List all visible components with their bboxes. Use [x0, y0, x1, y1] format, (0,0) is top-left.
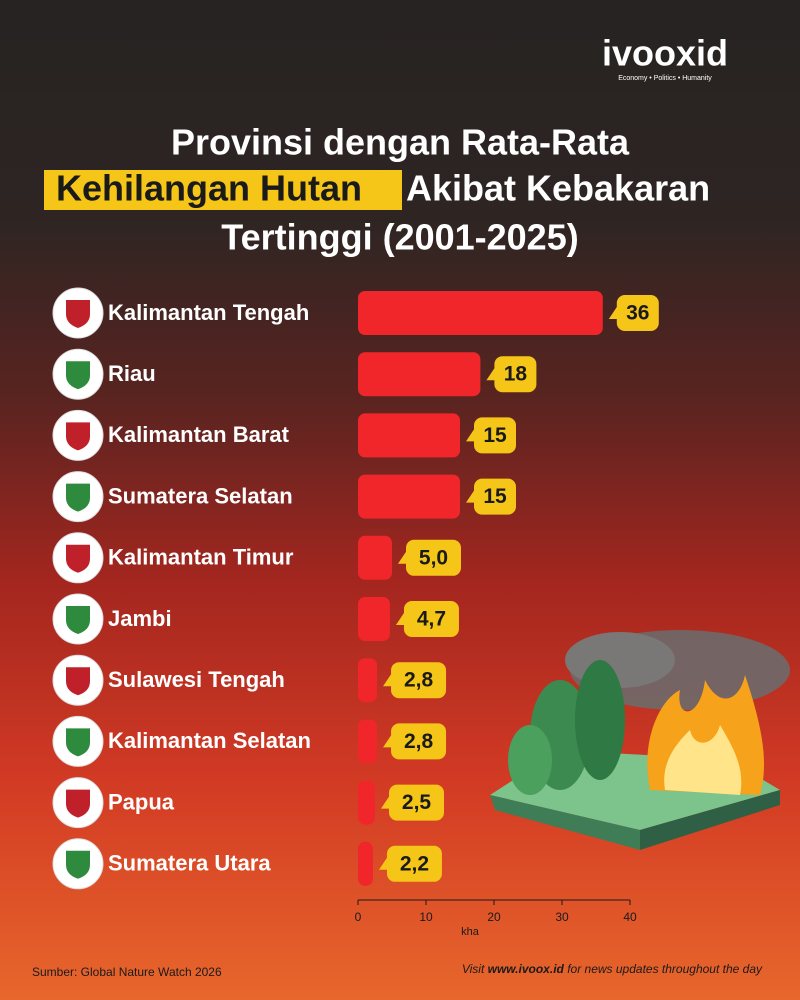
title-highlight [44, 170, 402, 210]
bar [358, 597, 390, 641]
value-badge [474, 417, 516, 454]
category-label: Kalimantan Selatan [108, 728, 311, 753]
value-label: 2,8 [404, 669, 434, 692]
value-label: 2,2 [400, 852, 429, 875]
value-badge [386, 845, 442, 882]
x-tick-label: 30 [555, 910, 569, 924]
bar [358, 658, 378, 703]
bar [358, 780, 375, 825]
bar [358, 352, 481, 397]
emblem-shield [66, 422, 90, 451]
bar [358, 841, 373, 886]
title-line: Akibat Kebakaran [406, 168, 710, 209]
fire-illustration [490, 630, 790, 850]
x-tick-label: 0 [355, 910, 362, 924]
bar [358, 535, 392, 580]
visit-url: www.ivoox.id [487, 962, 564, 976]
bar [358, 413, 460, 458]
bar [358, 719, 378, 764]
brand-name: ivooxid [602, 33, 728, 74]
category-label: Sumatera Utara [108, 851, 271, 876]
category-label: Kalimantan Tengah [108, 300, 309, 325]
emblem-shield [66, 606, 90, 634]
emblem-shield [66, 544, 90, 573]
bar [358, 474, 460, 519]
title-line: Provinsi dengan Rata-Rata [171, 122, 630, 163]
value-badge [391, 662, 447, 699]
value-badge [389, 784, 444, 821]
emblem-shield [66, 789, 90, 818]
value-badge [494, 356, 537, 393]
x-tick-label: 10 [419, 910, 433, 924]
category-label: Sulawesi Tengah [108, 667, 285, 692]
value-badge [474, 478, 516, 515]
emblem-shield [66, 300, 90, 328]
category-label: Sumatera Selatan [108, 483, 293, 508]
x-tick-label: 20 [487, 910, 501, 924]
value-badge [616, 295, 659, 331]
category-label: Papua [108, 789, 175, 814]
emblem-shield [66, 483, 90, 512]
category-label: Kalimantan Timur [108, 545, 294, 570]
emblem-shield [66, 850, 90, 879]
title-highlight-text: Kehilangan Hutan [56, 168, 362, 209]
category-label: Jambi [108, 606, 172, 631]
value-badge [391, 723, 447, 760]
visit-text: Visit [461, 962, 488, 976]
value-badge [403, 601, 459, 637]
value-label: 5,0 [419, 546, 448, 569]
visit-text: for news updates throughout the day [563, 962, 762, 976]
bar [358, 291, 603, 335]
value-label: 4,7 [417, 608, 446, 631]
value-badge [406, 539, 461, 576]
x-axis-label: kha [461, 926, 480, 938]
value-label: 15 [483, 424, 507, 447]
brand-tagline: Economy • Politics • Humanity [618, 75, 712, 82]
category-label: Kalimantan Barat [108, 422, 290, 447]
visit-note: Visit www.ivoox.id for news updates thro… [462, 962, 762, 976]
emblem-shield [66, 728, 90, 757]
value-label: 18 [504, 363, 528, 386]
category-label: Riau [108, 361, 156, 386]
x-tick-label: 40 [623, 910, 637, 924]
emblem-shield [66, 667, 90, 696]
value-label: 2,8 [404, 730, 434, 753]
value-label: 2,5 [402, 791, 432, 814]
title-line: Tertinggi (2001-2025) [221, 217, 578, 258]
source: Sumber: Global Nature Watch 2026 [32, 965, 222, 979]
value-label: 15 [483, 485, 507, 508]
value-label: 36 [626, 302, 649, 325]
emblem-shield [66, 361, 90, 390]
